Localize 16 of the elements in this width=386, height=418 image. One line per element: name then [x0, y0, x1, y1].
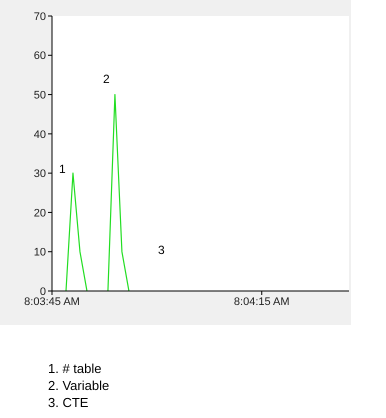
y-tick-label: 20 — [34, 207, 46, 220]
text: 2. Variable — [48, 377, 110, 394]
text: 1. # table — [48, 360, 102, 377]
text: 3. CTE — [48, 394, 90, 411]
x-tick-label: 8:04:15 AM — [234, 296, 290, 308]
y-tick-label: 70 — [34, 10, 46, 23]
y-tick-label: 50 — [34, 89, 46, 102]
annotation: 3 — [158, 243, 165, 257]
y-tick-label: 30 — [34, 168, 46, 180]
y-tick-label: 60 — [34, 50, 46, 62]
y-tick-label: 40 — [34, 128, 46, 141]
y-tick-label: 0 — [40, 286, 46, 298]
annotation: 1 — [59, 162, 66, 176]
annotation: 2 — [103, 72, 110, 86]
x-tick-label: 8:03:45 AM — [24, 296, 80, 308]
y-tick-label: 10 — [34, 246, 46, 259]
